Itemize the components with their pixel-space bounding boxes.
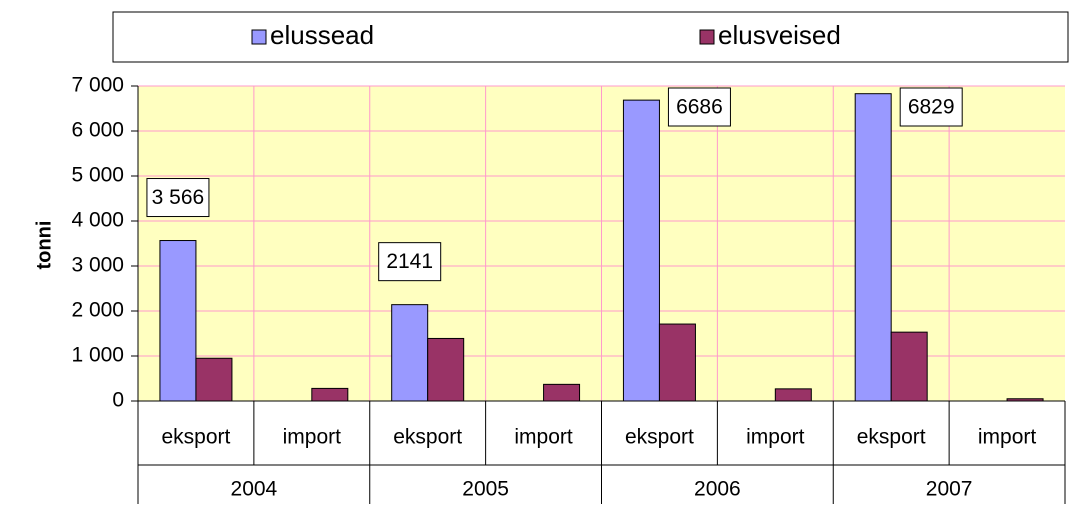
data-label: 6829 [908, 96, 955, 119]
y-tick-label: 1 000 [71, 344, 124, 367]
bar [311, 387, 349, 402]
x-tick-label: eksport [393, 426, 462, 449]
x-tick-label: eksport [162, 426, 231, 449]
bar [543, 383, 581, 402]
y-tick-label: 2 000 [71, 299, 124, 322]
bar [1006, 398, 1044, 402]
x-tick-label: import [746, 426, 805, 449]
group-label: 2006 [694, 478, 741, 501]
legend-label: elussead [270, 20, 374, 50]
data-label: 6686 [676, 96, 723, 119]
bar [159, 240, 197, 402]
x-tick-label: eksport [857, 426, 926, 449]
y-tick-label: 3 000 [71, 254, 124, 277]
x-tick-label: eksport [625, 426, 694, 449]
bar [774, 388, 812, 402]
x-tick-label: import [514, 426, 573, 449]
x-tick-label: import [978, 426, 1037, 449]
bar [658, 323, 696, 402]
data-label-box [378, 242, 442, 282]
data-label-box [146, 178, 210, 218]
bar [890, 331, 928, 402]
data-label: 2141 [386, 250, 433, 273]
group-label: 2005 [462, 478, 509, 501]
y-axis-label: tonni [33, 221, 55, 270]
y-tick-label: 5 000 [71, 164, 124, 187]
legend-swatch [251, 29, 267, 45]
data-label-box [667, 87, 731, 127]
group-label: 2007 [926, 478, 973, 501]
legend-swatch [699, 29, 715, 45]
bar [391, 304, 429, 402]
y-tick-label: 0 [112, 389, 124, 412]
bar [622, 99, 660, 402]
bar [854, 93, 892, 402]
y-tick-label: 7 000 [71, 74, 124, 97]
group-label: 2004 [231, 478, 278, 501]
bar [427, 337, 465, 402]
data-label: 3 566 [152, 186, 205, 209]
legend-label: elusveised [718, 20, 841, 50]
legend-box [112, 11, 1069, 63]
y-tick-label: 6 000 [71, 119, 124, 142]
bar [195, 357, 233, 402]
y-tick-label: 4 000 [71, 209, 124, 232]
data-label-box [899, 87, 963, 127]
x-tick-label: import [283, 426, 342, 449]
